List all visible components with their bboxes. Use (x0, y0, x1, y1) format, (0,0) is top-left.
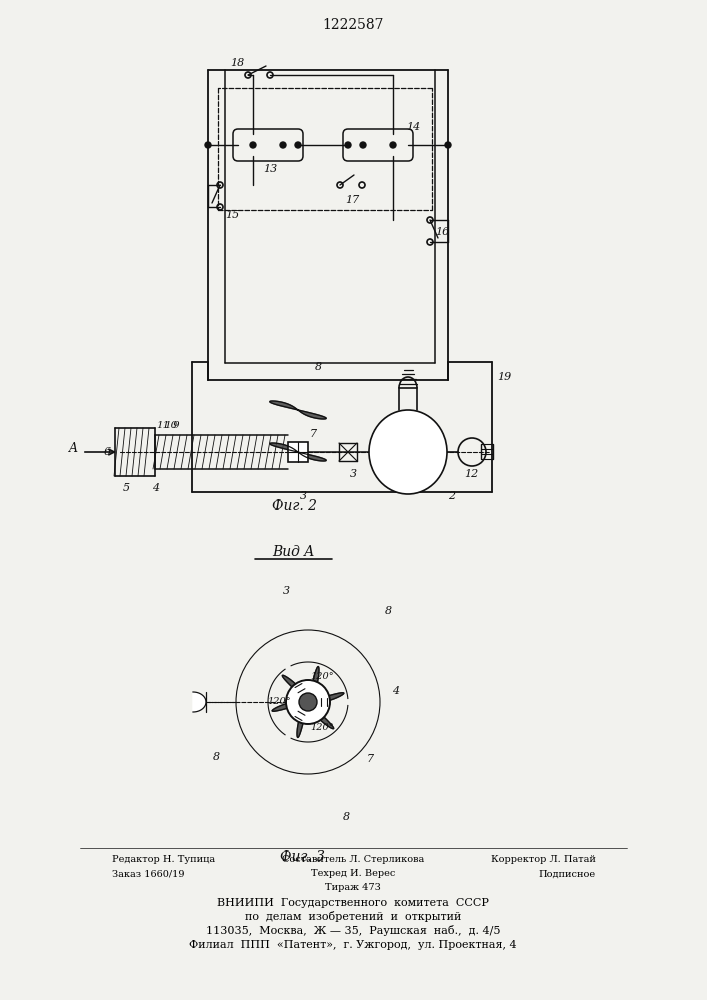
Text: 11: 11 (156, 420, 169, 430)
Text: 5: 5 (123, 483, 130, 493)
Text: Фиг. 2: Фиг. 2 (272, 499, 317, 513)
Text: 16: 16 (435, 227, 449, 237)
Text: 8: 8 (212, 752, 220, 762)
Ellipse shape (369, 410, 447, 494)
Text: Тираж 473: Тираж 473 (325, 884, 381, 892)
Text: 7: 7 (310, 429, 317, 439)
Circle shape (295, 142, 301, 148)
Text: Филиал  ППП  «Патент»,  г. Ужгород,  ул. Проектная, 4: Филиал ППП «Патент», г. Ужгород, ул. Про… (189, 940, 517, 950)
Text: 1222587: 1222587 (322, 18, 384, 32)
Text: 7: 7 (366, 754, 373, 764)
Text: 3: 3 (350, 469, 357, 479)
Text: Составитель Л. Стерликова: Составитель Л. Стерликова (282, 856, 424, 864)
Polygon shape (272, 693, 344, 711)
Text: 18: 18 (230, 58, 244, 68)
Circle shape (286, 680, 330, 724)
Text: 15: 15 (225, 210, 239, 220)
Polygon shape (297, 667, 319, 737)
Polygon shape (288, 442, 308, 462)
Text: 4: 4 (152, 483, 159, 493)
Text: 17: 17 (345, 195, 359, 205)
Circle shape (205, 142, 211, 148)
Circle shape (360, 142, 366, 148)
Text: 120°: 120° (310, 672, 334, 681)
Text: 120°: 120° (310, 723, 334, 732)
Circle shape (299, 693, 317, 711)
Text: 4: 4 (392, 686, 399, 696)
Text: 113035,  Москва,  Ж — 35,  Раушская  наб.,  д. 4/5: 113035, Москва, Ж — 35, Раушская наб., д… (206, 926, 501, 936)
Text: 3: 3 (282, 586, 290, 596)
Circle shape (280, 142, 286, 148)
Text: 3: 3 (300, 491, 307, 501)
Polygon shape (270, 401, 326, 419)
Text: 120°: 120° (267, 698, 291, 706)
Circle shape (250, 142, 256, 148)
Text: 12: 12 (464, 469, 478, 479)
Text: 19: 19 (497, 372, 511, 382)
Polygon shape (193, 692, 206, 712)
Text: 2: 2 (448, 491, 455, 501)
Text: 10: 10 (164, 420, 177, 430)
Circle shape (390, 142, 396, 148)
Text: Корректор Л. Патай: Корректор Л. Патай (491, 856, 596, 864)
Text: Вид A: Вид A (272, 545, 314, 559)
Text: A: A (69, 442, 78, 454)
Text: Редактор Н. Тупица: Редактор Н. Тупица (112, 856, 215, 864)
Text: 9: 9 (173, 420, 180, 430)
Text: Техред И. Верес: Техред И. Верес (311, 869, 395, 879)
Text: 8: 8 (315, 362, 322, 372)
Circle shape (445, 142, 451, 148)
Text: 6: 6 (104, 447, 111, 457)
Text: по  делам  изобретений  и  открытий: по делам изобретений и открытий (245, 912, 461, 922)
Text: 8: 8 (342, 812, 349, 822)
Text: 14: 14 (406, 122, 420, 132)
Text: 13: 13 (263, 164, 277, 174)
Polygon shape (282, 675, 334, 729)
Text: ВНИИПИ  Государственного  комитета  СССР: ВНИИПИ Государственного комитета СССР (217, 898, 489, 908)
Text: Подписное: Подписное (539, 869, 596, 879)
Polygon shape (270, 443, 326, 461)
Text: 8: 8 (385, 606, 392, 616)
Text: Фиг. 3: Фиг. 3 (281, 850, 325, 864)
Circle shape (345, 142, 351, 148)
Text: Заказ 1660/19: Заказ 1660/19 (112, 869, 185, 879)
